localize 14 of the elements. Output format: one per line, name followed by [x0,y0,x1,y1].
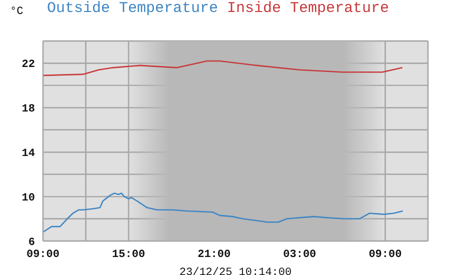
y-tick-label: 10 [22,192,35,204]
x-tick-label: 15:00 [112,248,146,261]
text: Outside Temperature [46,0,218,17]
x-tick-label: 21:00 [198,248,231,261]
x-axis-title: 23/12/25 10:14:00 [179,267,292,275]
y-tick-label: 22 [22,59,35,72]
y-tick-label: 18 [22,104,36,116]
y-tick-label: 14 [22,148,36,160]
y-tick-label: 6 [28,236,35,249]
x-tick-label: 09:00 [368,248,402,261]
x-tick-label: 09:00 [26,248,60,261]
x-tick-label: 03:00 [283,248,316,261]
y-axis-title: °C [10,6,24,18]
text: Inside Temperature [227,0,390,17]
